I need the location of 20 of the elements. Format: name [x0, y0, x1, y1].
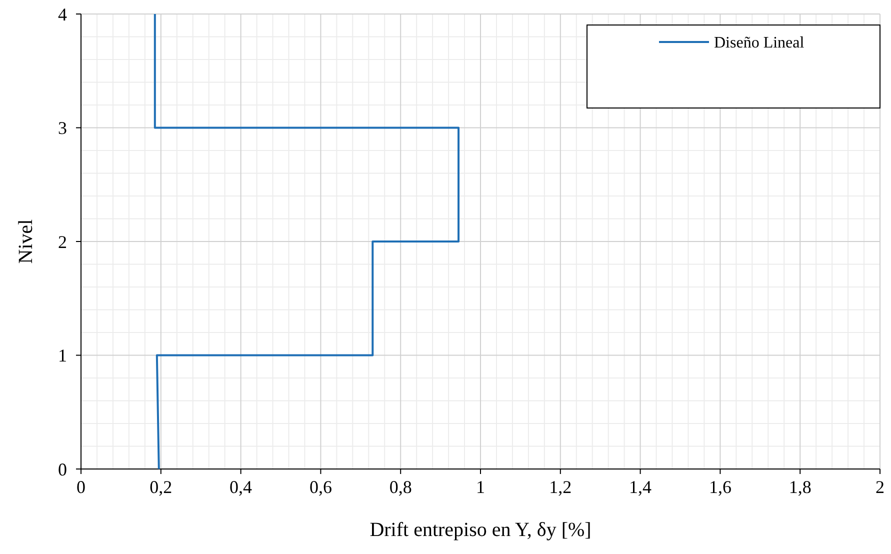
y-tick-label: 0 [58, 459, 67, 480]
y-tick-label: 2 [58, 232, 67, 252]
x-tick-label: 2 [876, 477, 884, 497]
x-tick-label: 1,2 [549, 477, 572, 497]
x-tick-label: 0,8 [389, 477, 412, 497]
y-tick-label: 3 [58, 118, 67, 138]
x-tick-label: 1,4 [629, 477, 652, 497]
y-axis-title: Nivel [15, 218, 37, 264]
x-axis-title: Drift entrepiso en Y, δy [%] [370, 519, 592, 541]
x-tick-label: 0,4 [230, 477, 252, 497]
line-series [154, 13, 460, 470]
y-tick-label: 4 [58, 4, 67, 24]
y-tick-label: 1 [58, 346, 67, 366]
x-tick-label: 1,8 [788, 477, 812, 497]
x-tick-label: 1,6 [708, 477, 732, 497]
x-tick-label: 0,2 [150, 477, 172, 497]
x-tick-label: 0,6 [309, 477, 332, 497]
x-tick-label: 0 [76, 477, 86, 497]
x-tick-label: 1 [476, 477, 485, 497]
legend-label: Diseño Lineal [714, 34, 805, 52]
